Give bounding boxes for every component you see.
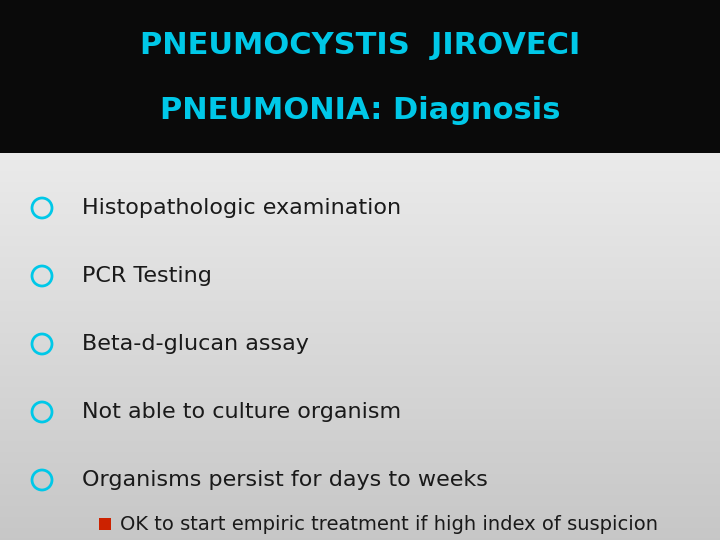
- Text: PNEUMONIA: Diagnosis: PNEUMONIA: Diagnosis: [160, 96, 560, 125]
- Text: Beta-d-glucan assay: Beta-d-glucan assay: [82, 334, 309, 354]
- Text: OK to start empiric treatment if high index of suspicion: OK to start empiric treatment if high in…: [120, 515, 658, 534]
- Text: Histopathologic examination: Histopathologic examination: [82, 198, 401, 218]
- Text: PNEUMOCYSTIS  JIROVECI: PNEUMOCYSTIS JIROVECI: [140, 31, 580, 60]
- Text: PCR Testing: PCR Testing: [82, 266, 212, 286]
- Text: Organisms persist for days to weeks: Organisms persist for days to weeks: [82, 470, 488, 490]
- Bar: [0, 0, 720, 153]
- Bar: [99, 518, 111, 530]
- Text: Not able to culture organism: Not able to culture organism: [82, 402, 401, 422]
